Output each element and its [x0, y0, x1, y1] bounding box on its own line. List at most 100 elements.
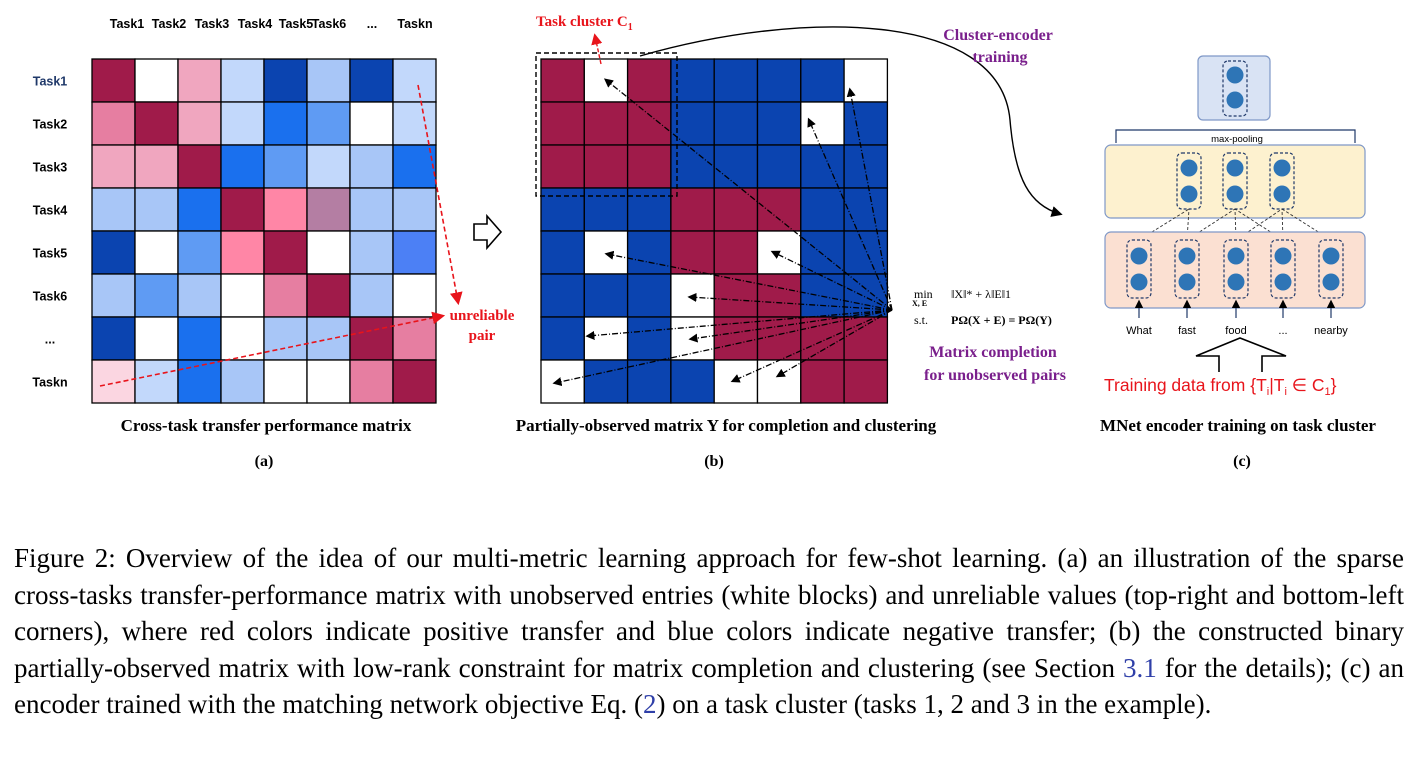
input-neuron — [1274, 247, 1292, 265]
row-header: Task2 — [33, 118, 68, 132]
input-word: fast — [1178, 325, 1196, 337]
matrix-cell — [349, 316, 394, 361]
caption-text-3: ) on a task cluster (tasks 1, 2 and 3 in… — [656, 689, 1212, 719]
hidden-layer-units — [1176, 152, 1295, 210]
completion-arrow — [585, 309, 893, 340]
equation-ref-link[interactable]: 2 — [643, 689, 657, 719]
binary-cell — [670, 273, 715, 318]
matrix-cell — [392, 230, 437, 275]
binary-cell — [713, 101, 759, 146]
hidden-neuron — [1273, 185, 1291, 203]
completion-arrow — [807, 117, 893, 311]
column-header: ... — [367, 17, 377, 31]
binary-cell — [626, 316, 672, 361]
binary-cell — [540, 230, 585, 275]
binary-cell — [843, 230, 889, 275]
up-arrow-icon — [1195, 337, 1287, 372]
binary-cell — [756, 58, 802, 103]
matrix-cell — [220, 273, 265, 318]
binary-cell — [626, 58, 672, 103]
binary-cell — [843, 316, 889, 361]
completion-arrow — [688, 309, 893, 343]
binary-cell — [713, 273, 759, 318]
binary-cell — [583, 273, 629, 318]
unreliable-label-2: pair — [469, 328, 496, 344]
binary-cell — [670, 230, 715, 275]
matrix-cell — [392, 359, 437, 404]
binary-cell — [800, 359, 845, 404]
matrix-cell — [220, 230, 265, 275]
matrix-cell — [263, 316, 308, 361]
matrix-cell — [177, 359, 222, 404]
binary-cell — [670, 144, 715, 189]
input-layer-box — [1104, 231, 1366, 309]
row-header: Task1 — [33, 75, 68, 89]
matrix-cell — [134, 101, 179, 146]
binary-cell — [756, 230, 802, 275]
binary-cell — [843, 101, 889, 146]
matrix-cell — [392, 58, 437, 103]
row-header: Task3 — [33, 161, 68, 175]
binary-cell — [540, 58, 585, 103]
binary-cell — [756, 101, 802, 146]
binary-cell — [800, 273, 845, 318]
input-neuron — [1130, 273, 1148, 291]
matrix-cell — [134, 273, 179, 318]
matrix-cell — [349, 187, 394, 232]
binary-cell — [800, 316, 845, 361]
matrix-cell — [263, 58, 308, 103]
binary-cell — [626, 187, 672, 232]
matrix-cell — [177, 101, 222, 146]
input-word: ... — [1278, 325, 1287, 337]
row-header: ... — [45, 333, 55, 347]
binary-cell — [540, 273, 585, 318]
binary-cell — [540, 144, 585, 189]
column-header: Task5 — [279, 17, 314, 31]
binary-cell — [843, 187, 889, 232]
completion-arrow — [846, 87, 893, 311]
hidden-neuron — [1180, 159, 1198, 177]
matrix-cell — [349, 359, 394, 404]
formula-objective: ‖X‖* + λ‖E‖1 — [951, 287, 1011, 301]
row-headers: Task1 Task2 Task3 Task4 Task5 Task6... Taskn — [32, 75, 67, 390]
section-ref-link[interactable]: 3.1 — [1123, 652, 1157, 683]
matrix-cell — [349, 144, 394, 189]
completion-label-2: for unobserved pairs — [924, 367, 1066, 384]
transfer-matrix — [91, 58, 437, 404]
matrix-cell — [220, 187, 265, 232]
task-cluster-box — [535, 52, 678, 197]
completion-label-1: Matrix completion — [929, 344, 1057, 361]
binary-cell — [756, 144, 802, 189]
hidden-neuron — [1180, 185, 1198, 203]
binary-cell — [626, 144, 672, 189]
input-vector — [1223, 239, 1249, 299]
hidden-neuron — [1226, 159, 1244, 177]
matrix-cell — [392, 273, 437, 318]
formula-constraint: PΩ(X + E) = PΩ(Y) — [951, 313, 1052, 327]
matrix-cell — [134, 359, 179, 404]
matrix-cell — [91, 187, 136, 232]
matrix-cell — [220, 144, 265, 189]
matrix-cell — [306, 144, 351, 189]
binary-cell — [583, 359, 629, 404]
max-pooling-label: max-pooling — [1211, 134, 1263, 145]
binary-cell — [800, 230, 845, 275]
completion-arrow — [770, 250, 893, 311]
column-header: Task2 — [152, 17, 187, 31]
input-neuron — [1227, 247, 1245, 265]
input-word: nearby — [1314, 325, 1348, 337]
matrix-cell — [177, 316, 222, 361]
matrix-cell — [91, 273, 136, 318]
panel-a-title: Cross-task transfer performance matrix — [121, 416, 412, 435]
input-neuron — [1178, 273, 1196, 291]
matrix-cell — [349, 230, 394, 275]
matrix-cell — [91, 359, 136, 404]
panel-a-label: (a) — [255, 453, 274, 470]
row-header: Task6 — [33, 290, 68, 304]
panel-b-title: Partially-observed matrix Y for completi… — [516, 416, 937, 435]
matrix-cell — [306, 359, 351, 404]
matrix-cell — [263, 273, 308, 318]
pool-bracket — [1115, 129, 1356, 143]
completion-arrow — [604, 250, 893, 311]
